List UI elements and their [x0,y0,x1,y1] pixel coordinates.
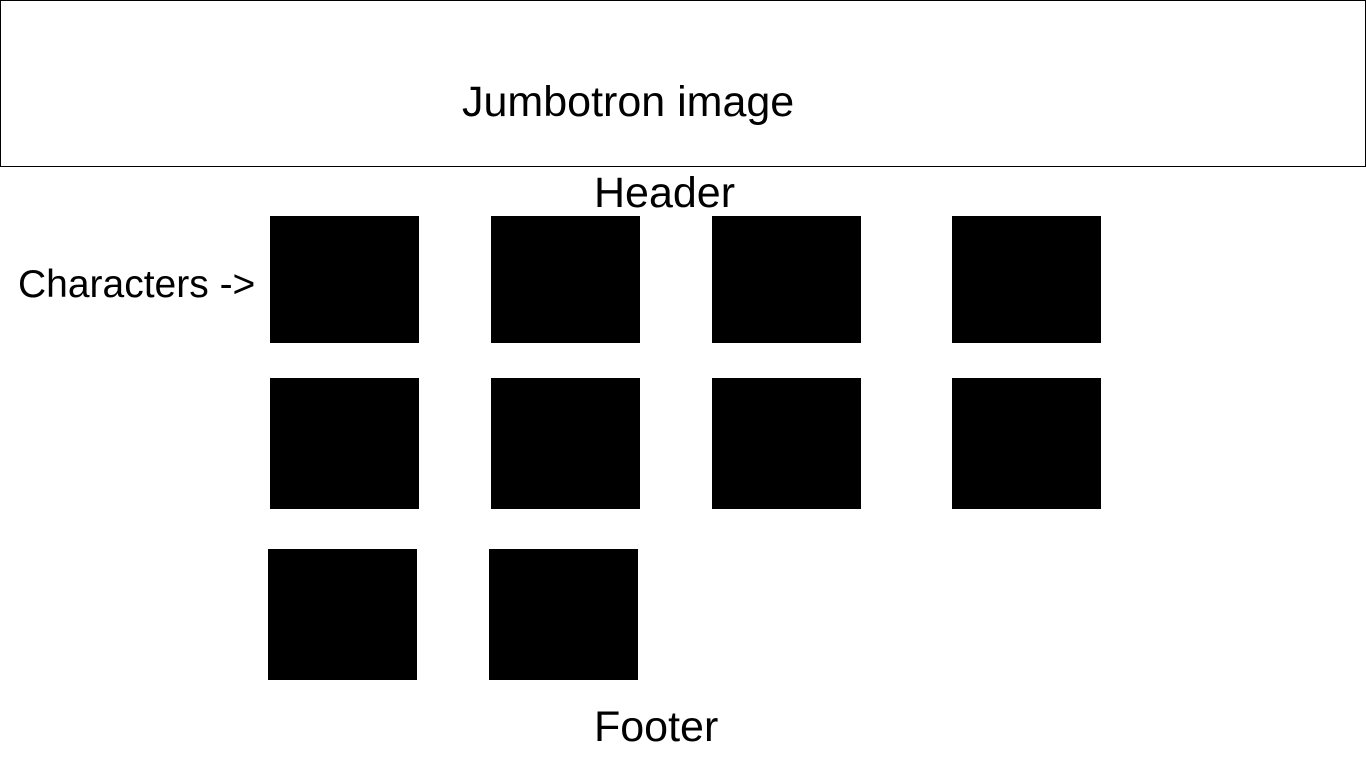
character-tile[interactable] [712,216,861,343]
character-tile[interactable] [491,378,640,509]
character-tile[interactable] [712,378,861,509]
footer-label: Footer [594,703,719,751]
character-tile[interactable] [270,216,419,343]
character-tile[interactable] [270,378,419,509]
character-tile[interactable] [268,549,417,680]
jumbotron-label: Jumbotron image [462,78,795,126]
character-tile[interactable] [952,216,1101,343]
character-tile[interactable] [489,549,638,680]
characters-label: Characters -> [18,263,256,306]
jumbotron-placeholder [0,0,1366,167]
header-label: Header [594,169,736,217]
character-tile[interactable] [491,216,640,343]
character-tile[interactable] [952,378,1101,509]
